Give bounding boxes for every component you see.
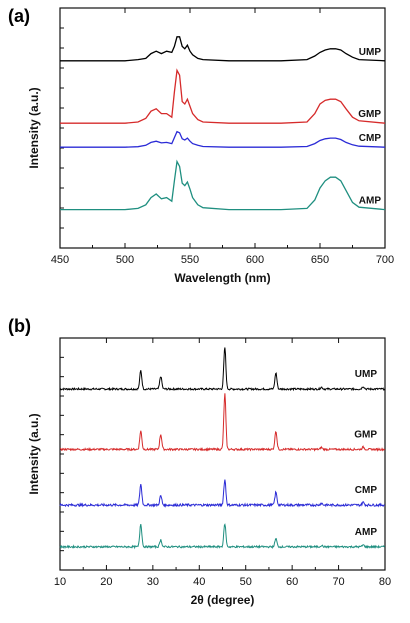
series-line-ump	[59, 347, 386, 392]
series-line-gmp	[60, 393, 386, 452]
series-label-cmp: CMP	[355, 485, 378, 496]
panel-label-a: (a)	[8, 6, 30, 26]
panel-b: 10 20 30 40 50 60 70 80 2θ (degree) Intensity (a.…	[27, 337, 391, 607]
x-axis-label: Wavelength (nm)	[174, 271, 270, 285]
series-line-cmp	[60, 130, 386, 148]
x-tick-label: 50	[240, 576, 252, 588]
x-tick-label: 500	[116, 254, 134, 266]
series-label-cmp: CMP	[359, 133, 382, 144]
series-label-amp: AMP	[355, 527, 378, 538]
series-line-ump	[60, 36, 386, 62]
series-label-ump: UMP	[359, 47, 382, 58]
x-tick-label: 650	[311, 254, 329, 266]
panel-a: 450 500 550 600 650 700 Wavelength (nm) Intensi…	[27, 7, 394, 285]
series-label-amp: AMP	[359, 196, 382, 207]
plot-frame	[59, 7, 386, 249]
series-label-gmp: GMP	[354, 429, 377, 440]
x-tick-label: 60	[286, 576, 298, 588]
series-line-cmp	[59, 479, 385, 508]
y-axis-label: Intensity (a.u.)	[27, 87, 41, 168]
series-label-gmp: GMP	[358, 109, 381, 120]
x-tick-label: 450	[51, 254, 69, 266]
x-tick-label: 30	[147, 576, 159, 588]
series-label-ump: UMP	[355, 369, 378, 380]
x-tick-label: 70	[332, 576, 344, 588]
series-line-amp	[59, 523, 385, 550]
x-tick-label: 40	[193, 576, 205, 588]
x-axis-label: 2θ (degree)	[191, 593, 255, 607]
x-tick-label: 80	[379, 576, 391, 588]
y-axis-label: Intensity (a.u.)	[27, 413, 41, 494]
x-tick-label: 20	[100, 576, 112, 588]
x-tick-label: 10	[54, 576, 66, 588]
x-tick-label: 700	[376, 254, 394, 266]
plot-frame	[59, 337, 386, 571]
series-line-gmp	[60, 68, 386, 124]
x-tick-label: 600	[246, 254, 264, 266]
x-tick-label: 550	[181, 254, 199, 266]
series-line-amp	[60, 159, 386, 211]
panel-label-b: (b)	[8, 316, 31, 336]
